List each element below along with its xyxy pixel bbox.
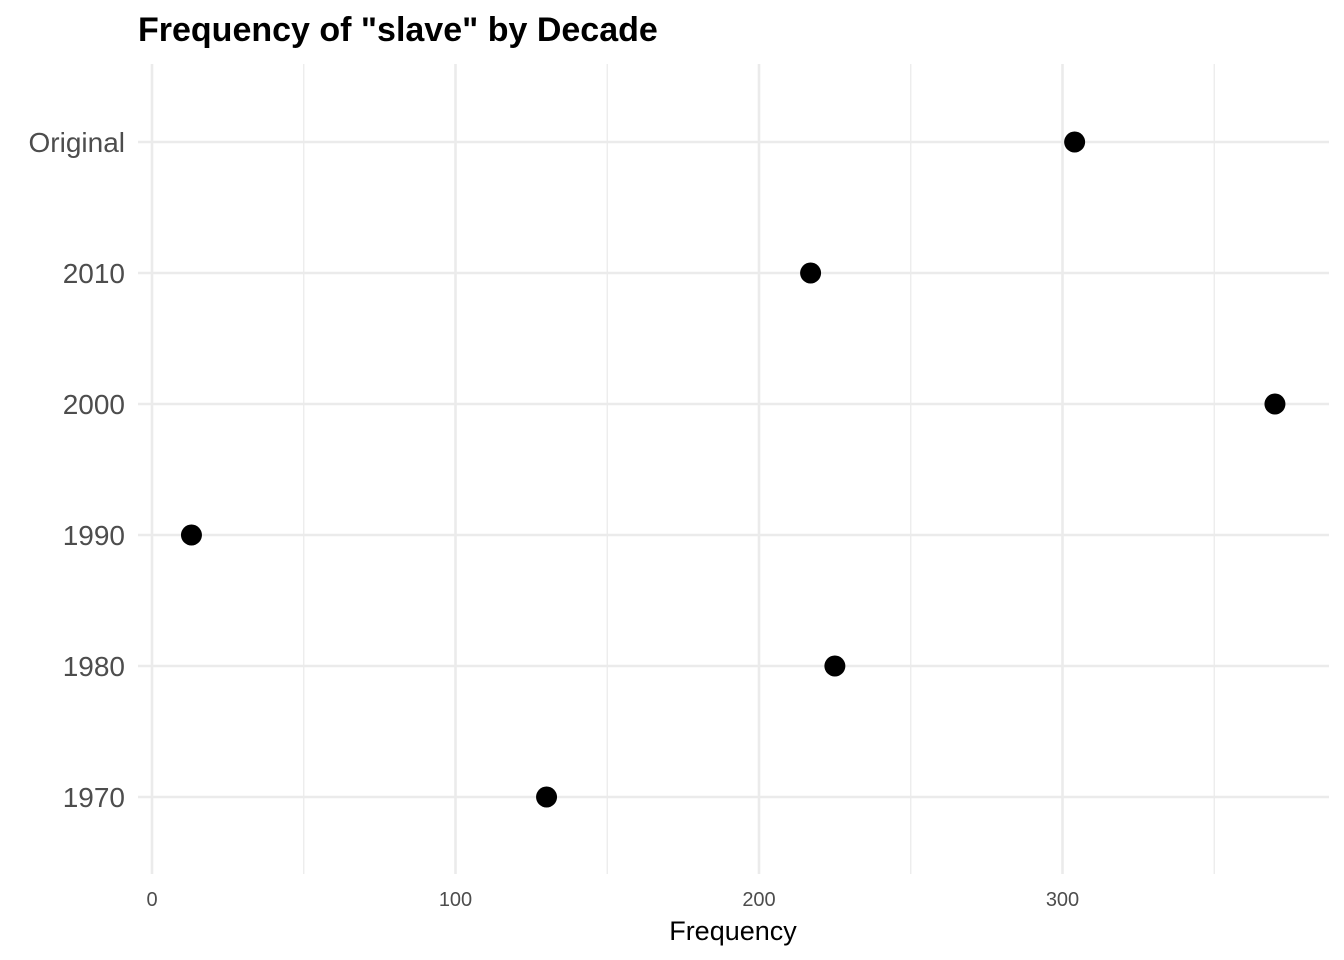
y-tick-label: 1970: [63, 782, 125, 813]
x-axis-label: Frequency: [669, 916, 797, 946]
data-point: [800, 262, 822, 284]
x-tick-label: 300: [1046, 889, 1079, 911]
data-point: [536, 786, 558, 808]
data-points: [180, 131, 1286, 808]
y-tick-label: 2010: [63, 258, 125, 289]
data-point: [824, 655, 846, 677]
y-tick-label: 1990: [63, 520, 125, 551]
x-tick-label: 0: [146, 889, 157, 911]
minor-gridlines: [303, 64, 1215, 874]
major-gridlines-x: [150, 64, 1064, 874]
y-tick-label: 2000: [63, 389, 125, 420]
major-gridlines-y: [138, 140, 1329, 799]
chart-title: Frequency of "slave" by Decade: [138, 11, 658, 49]
y-tick-label: 1980: [63, 651, 125, 682]
x-axis-tick-labels: 0 100 200 300: [146, 889, 1079, 911]
y-tick-label: Original: [29, 127, 125, 158]
y-axis-tick-labels: 1970 1980 1990 2000 2010 Original: [29, 127, 125, 813]
x-tick-label: 200: [742, 889, 775, 911]
data-point: [1264, 393, 1286, 415]
x-tick-label: 100: [439, 889, 472, 911]
data-point: [180, 524, 202, 546]
data-point: [1064, 131, 1086, 153]
